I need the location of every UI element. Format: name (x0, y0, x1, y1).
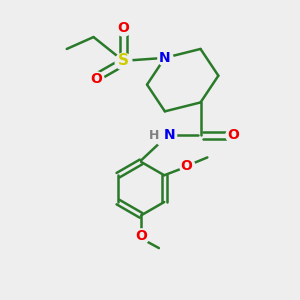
Text: N: N (164, 128, 175, 142)
Text: O: O (227, 128, 239, 142)
Text: O: O (181, 159, 193, 173)
Text: O: O (135, 229, 147, 243)
Text: O: O (117, 21, 129, 35)
Text: O: O (91, 72, 102, 86)
Text: S: S (118, 53, 129, 68)
Text: H: H (149, 129, 160, 142)
Text: N: N (159, 51, 171, 65)
